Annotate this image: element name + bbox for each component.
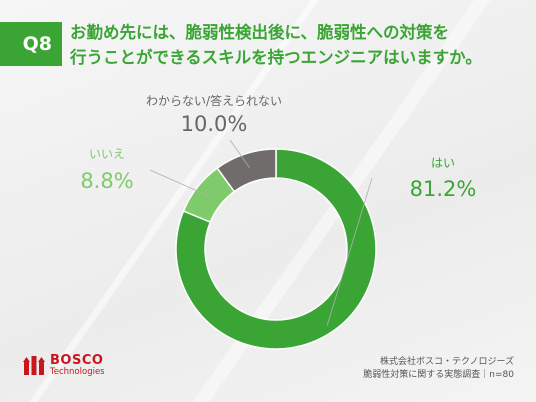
slice-label-unknown: わからない/答えられない <box>146 93 282 108</box>
donut-slice-yes <box>175 148 377 350</box>
company-logo: BOSCO Technologies <box>22 353 105 377</box>
footer-survey: 脆弱性対策に関する実態調査｜n=80 <box>363 370 514 380</box>
logo-subtitle: Technologies <box>50 366 105 377</box>
slice-label-no: いいえ <box>89 147 125 161</box>
slice-label-yes: はい <box>431 156 455 170</box>
question-line-2: 行うことができるスキルを持つエンジニアはいますか。 <box>70 48 482 67</box>
footer-company: 株式会社ボスコ・テクノロジーズ <box>379 357 514 367</box>
bosco-logo-icon <box>23 356 45 375</box>
slice-value-unknown: 10.0% <box>181 112 248 136</box>
donut-slice-unknown <box>216 148 277 193</box>
slice-value-yes: 81.2% <box>410 177 477 201</box>
question-number-badge: Q8 <box>0 22 62 66</box>
logo-name: BOSCO <box>50 352 104 368</box>
question-title: お勤め先には、脆弱性検出後に、脆弱性への対策を 行うことができるスキルを持つエン… <box>70 20 510 70</box>
leader-line-yes <box>326 177 373 326</box>
question-line-1: お勤め先には、脆弱性検出後に、脆弱性への対策を <box>70 23 450 42</box>
leader-line-unknown <box>229 139 250 168</box>
slice-value-no: 8.8% <box>80 169 133 193</box>
footer-note: 株式会社ボスコ・テクノロジーズ 脆弱性対策に関する実態調査｜n=80 <box>363 356 514 382</box>
leader-line-no <box>149 169 209 197</box>
